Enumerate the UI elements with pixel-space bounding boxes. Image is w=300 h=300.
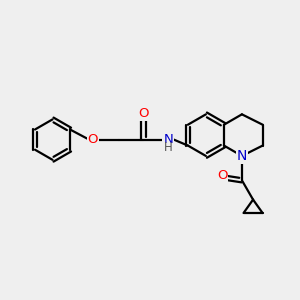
- Text: N: N: [237, 149, 247, 163]
- Text: O: O: [138, 107, 149, 120]
- Text: O: O: [88, 133, 98, 146]
- Text: N: N: [164, 133, 173, 146]
- Text: H: H: [164, 141, 173, 154]
- Text: O: O: [217, 169, 227, 182]
